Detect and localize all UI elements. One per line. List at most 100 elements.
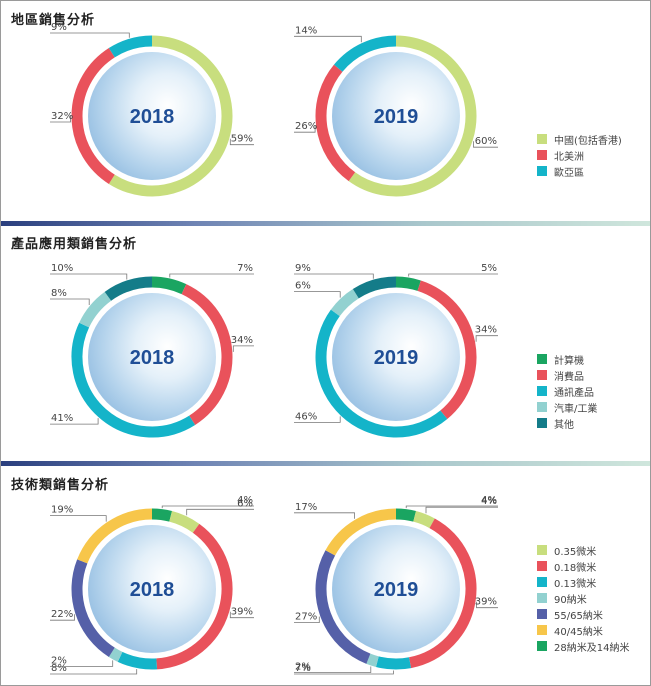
value-label: 41% bbox=[51, 413, 73, 424]
legend-item: 40/45納米 bbox=[537, 622, 629, 638]
donut-segment bbox=[169, 511, 200, 533]
donut-segment bbox=[330, 289, 359, 317]
leader-line bbox=[405, 505, 498, 509]
leader-line bbox=[294, 416, 341, 423]
legend-label: 計算機 bbox=[554, 355, 584, 367]
donut-center bbox=[88, 525, 216, 653]
legend-swatch bbox=[537, 577, 547, 587]
value-label: 6% bbox=[237, 498, 253, 509]
donut-center bbox=[332, 52, 460, 180]
value-label: 34% bbox=[475, 325, 497, 336]
leader-line bbox=[229, 611, 254, 619]
legend-item: 歐亞區 bbox=[537, 163, 622, 179]
donut-segment bbox=[117, 651, 158, 670]
legend-item: 其他 bbox=[537, 415, 597, 431]
legend-swatch bbox=[537, 150, 547, 160]
leader-line bbox=[50, 669, 138, 675]
legend-label: 北美洲 bbox=[554, 151, 584, 163]
leader-line bbox=[294, 291, 341, 298]
value-label: 32% bbox=[51, 111, 73, 122]
year-label: 2018 bbox=[130, 347, 175, 369]
donut-segment bbox=[181, 284, 233, 425]
year-label: 2018 bbox=[130, 579, 175, 601]
year-label: 2018 bbox=[130, 106, 175, 128]
legend-swatch bbox=[537, 641, 547, 651]
donut-segment bbox=[352, 276, 397, 299]
leader-line bbox=[475, 335, 498, 342]
donut-segment bbox=[108, 35, 233, 197]
legend-label: 0.13微米 bbox=[554, 578, 597, 590]
donut-segment bbox=[325, 508, 397, 556]
leader-line bbox=[476, 601, 498, 609]
leader-line bbox=[50, 660, 114, 667]
legend-item: 28納米及14納米 bbox=[537, 638, 629, 654]
leader-line bbox=[294, 273, 374, 279]
legend-label: 55/65納米 bbox=[554, 610, 603, 622]
donut-segment bbox=[77, 508, 153, 564]
value-label: 34% bbox=[231, 335, 253, 346]
donut-segment bbox=[315, 64, 356, 182]
value-label: 17% bbox=[295, 502, 317, 513]
donut-segment bbox=[151, 276, 187, 295]
section-divider bbox=[1, 461, 650, 466]
leader-line bbox=[294, 512, 355, 519]
leader-line bbox=[50, 614, 75, 621]
donut-segment bbox=[413, 511, 435, 529]
legend-label: 中國(包括香港) bbox=[554, 135, 622, 147]
leader-line bbox=[50, 116, 71, 123]
donut-center bbox=[332, 525, 460, 653]
donut-segment bbox=[151, 508, 173, 522]
legend-swatch bbox=[537, 370, 547, 380]
leader-line bbox=[50, 418, 99, 425]
value-label: 39% bbox=[475, 597, 497, 608]
leader-line bbox=[294, 666, 372, 673]
donut-segment bbox=[375, 656, 412, 670]
legend-swatch bbox=[537, 386, 547, 396]
value-label: 5% bbox=[481, 263, 497, 274]
leader-line bbox=[294, 126, 316, 133]
donut-segment bbox=[348, 35, 477, 197]
legend-swatch bbox=[537, 545, 547, 555]
legend-item: 0.13微米 bbox=[537, 574, 629, 590]
section-divider bbox=[1, 221, 650, 226]
donut-center bbox=[88, 293, 216, 421]
leader-line bbox=[232, 345, 254, 352]
leader-line bbox=[229, 138, 254, 146]
legend-item: 汽車/工業 bbox=[537, 399, 597, 415]
donut-center bbox=[88, 52, 216, 180]
legend-label: 90納米 bbox=[554, 594, 587, 606]
legend-swatch bbox=[537, 354, 547, 364]
donut-segment bbox=[315, 550, 371, 664]
section-title-application: 產品應用類銷售分析 bbox=[11, 237, 138, 252]
donut-segment bbox=[108, 647, 123, 662]
value-label: 22% bbox=[51, 609, 73, 620]
legend-label: 通訊產品 bbox=[554, 387, 594, 399]
donut-segment bbox=[79, 291, 112, 328]
leader-line bbox=[50, 273, 128, 280]
value-label: 60% bbox=[475, 136, 497, 147]
leader-line bbox=[161, 505, 254, 509]
legend-swatch bbox=[537, 561, 547, 571]
leader-line bbox=[50, 515, 107, 522]
leader-line bbox=[186, 508, 254, 516]
donut-segment bbox=[417, 280, 477, 420]
legend-label: 消費品 bbox=[554, 371, 584, 383]
donut-segment bbox=[315, 309, 448, 438]
legend-region: 中國(包括香港) 北美洲 歐亞區 bbox=[537, 131, 622, 179]
leader-line bbox=[169, 273, 254, 278]
legend-swatch bbox=[537, 402, 547, 412]
legend-item: 通訊產品 bbox=[537, 383, 597, 399]
value-label: 10% bbox=[51, 263, 73, 274]
value-label: 46% bbox=[295, 411, 317, 422]
leader-line bbox=[473, 141, 498, 148]
value-label: 4% bbox=[237, 495, 253, 506]
value-label: 2% bbox=[295, 662, 311, 673]
value-label: 19% bbox=[51, 505, 73, 516]
legend-item: 55/65納米 bbox=[537, 606, 629, 622]
donut-segment bbox=[71, 559, 115, 657]
legend-label: 其他 bbox=[554, 419, 574, 431]
value-label: 59% bbox=[231, 134, 253, 145]
donut-segment bbox=[71, 48, 115, 184]
donut-segment bbox=[366, 653, 379, 667]
